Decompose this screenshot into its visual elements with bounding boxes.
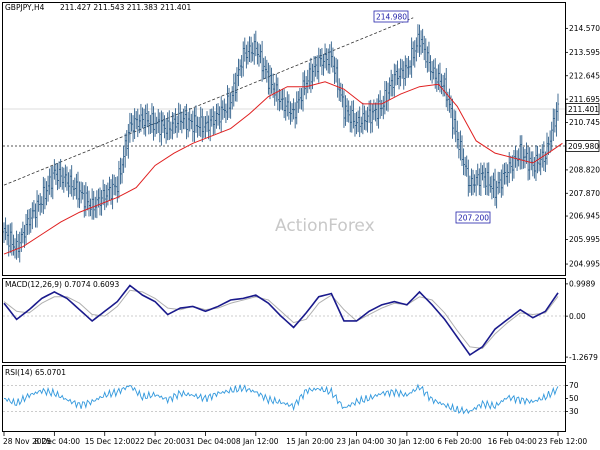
time-tick-label: 15 Dec 12:00 (85, 437, 136, 446)
price-tick-label: 213.595 (569, 48, 600, 57)
rsi-frame (2, 365, 566, 432)
time-tick-label: 30 Jan 12:00 (387, 437, 435, 446)
macd-tick-label: -1.2679 (569, 353, 598, 362)
annotation-low-label: 207.200 (458, 214, 489, 223)
price-tick-label: 206.945 (569, 212, 600, 221)
macd-title: MACD(12,26,9) 0.7074 0.6093 (5, 280, 119, 289)
moving-average-line (3, 81, 563, 255)
macd-main-line (3, 284, 559, 356)
macd-frame (2, 278, 566, 363)
annotation-high: 214.980 (373, 10, 409, 23)
level-marker: 209.980 (565, 140, 600, 152)
rsi-tick-label: 50 (569, 394, 579, 403)
price-tick-label: 211.695 (569, 95, 600, 104)
time-tick-label: 8 Dec 04:00 (34, 437, 80, 446)
rsi-tick-label: 30 (569, 407, 579, 416)
time-tick-label: 15 Jan 20:00 (286, 437, 334, 446)
price-tick-label: 212.645 (569, 71, 600, 80)
annotation-high-label: 214.980 (376, 13, 407, 22)
price-tick-label: 204.995 (569, 260, 600, 269)
price-tick-label: 208.820 (569, 166, 600, 175)
time-tick-label: 28 Nov 2025 (3, 437, 51, 446)
time-tick-label: 23 Feb 12:00 (538, 437, 587, 446)
macd-signal-line (3, 289, 559, 349)
panel-frames (2, 2, 566, 432)
time-tick-label: 23 Jan 04:00 (337, 437, 385, 446)
macd-tick-label: 0.9989 (569, 280, 595, 289)
time-tick-label: 31 Dec 04:00 (185, 437, 236, 446)
time-tick-label: 6 Feb 20:00 (437, 437, 482, 446)
rsi-title: RSI(14) 65.0701 (5, 368, 66, 377)
last-price-label: 211.401 (568, 105, 599, 114)
symbol-label: GBPJPY,H4 (5, 3, 45, 12)
time-tick-label: 8 Jan 12:00 (236, 437, 279, 446)
price-tick-label: 214.570 (569, 24, 600, 33)
last-price-marker: 211.401 (565, 103, 600, 115)
rsi-line (3, 383, 559, 415)
annotation-low-box (455, 211, 491, 224)
annotation-low: 207.200 (455, 211, 491, 224)
macd-panel: 0.9989 0.00 -1.2679 MACD(12,26,9) 0.7074 0… (3, 280, 598, 362)
price-tick-label: 207.870 (569, 189, 600, 198)
time-tick-label: 16 Feb 04:00 (488, 437, 537, 446)
trendline (3, 17, 414, 186)
ohlc-label: 211.427 211.543 211.383 211.401 (60, 3, 191, 12)
price-frame (2, 2, 566, 276)
price-tick-label: 210.745 (569, 118, 600, 127)
price-tick-label: 205.995 (569, 235, 600, 244)
price-panel: ActionForex 214.570 213.595 212.645 211.695… (2, 3, 600, 269)
rsi-tick-label: 70 (569, 381, 579, 390)
level-label: 209.980 (568, 142, 599, 151)
rsi-panel: 70 50 30 RSI(14) 65.0701 (3, 368, 579, 416)
annotation-high-box (373, 10, 409, 23)
watermark: ActionForex (275, 216, 375, 236)
macd-tick-label: 0.00 (569, 312, 586, 321)
time-tick-label: 22 Dec 20:00 (135, 437, 186, 446)
